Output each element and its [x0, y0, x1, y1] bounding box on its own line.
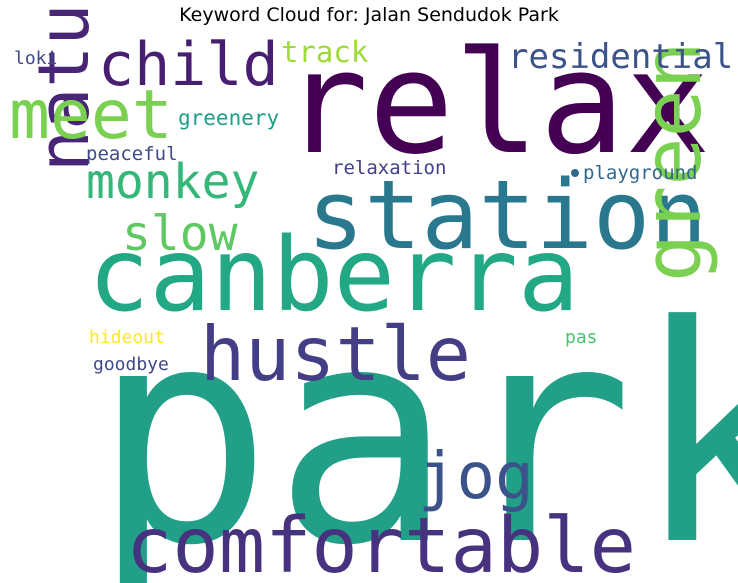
playground-dot [571, 169, 579, 177]
word-relax: relax [283, 21, 710, 186]
word-jog: jog [418, 440, 534, 514]
word-peaceful: peaceful [86, 143, 178, 165]
word-child: child [98, 30, 279, 100]
word-meet: meet [9, 76, 173, 155]
word-comfortable: comfortable [126, 502, 636, 583]
word-hideout: hideout [89, 327, 165, 348]
word-loki: loki [14, 48, 57, 69]
word-pas: pas [565, 327, 598, 348]
word-monkey: monkey [86, 154, 259, 210]
word-goodbye: goodbye [93, 354, 169, 375]
word-park: park [92, 262, 738, 583]
word-hustle: hustle [200, 310, 471, 398]
word-canberra: canberra [88, 216, 579, 335]
chart-title: Keyword Cloud for: Jalan Sendudok Park [179, 4, 559, 26]
word-relaxation: relaxation [332, 157, 446, 179]
word-residential: residential [508, 37, 733, 77]
word-slow: slow [122, 206, 238, 262]
word-green: green [626, 41, 719, 282]
word-track: track [281, 35, 369, 69]
word-greenery: greenery [178, 106, 279, 130]
word-natural: natural [23, 0, 105, 172]
word-playground: playground [583, 162, 697, 184]
word-station: station [307, 161, 707, 271]
